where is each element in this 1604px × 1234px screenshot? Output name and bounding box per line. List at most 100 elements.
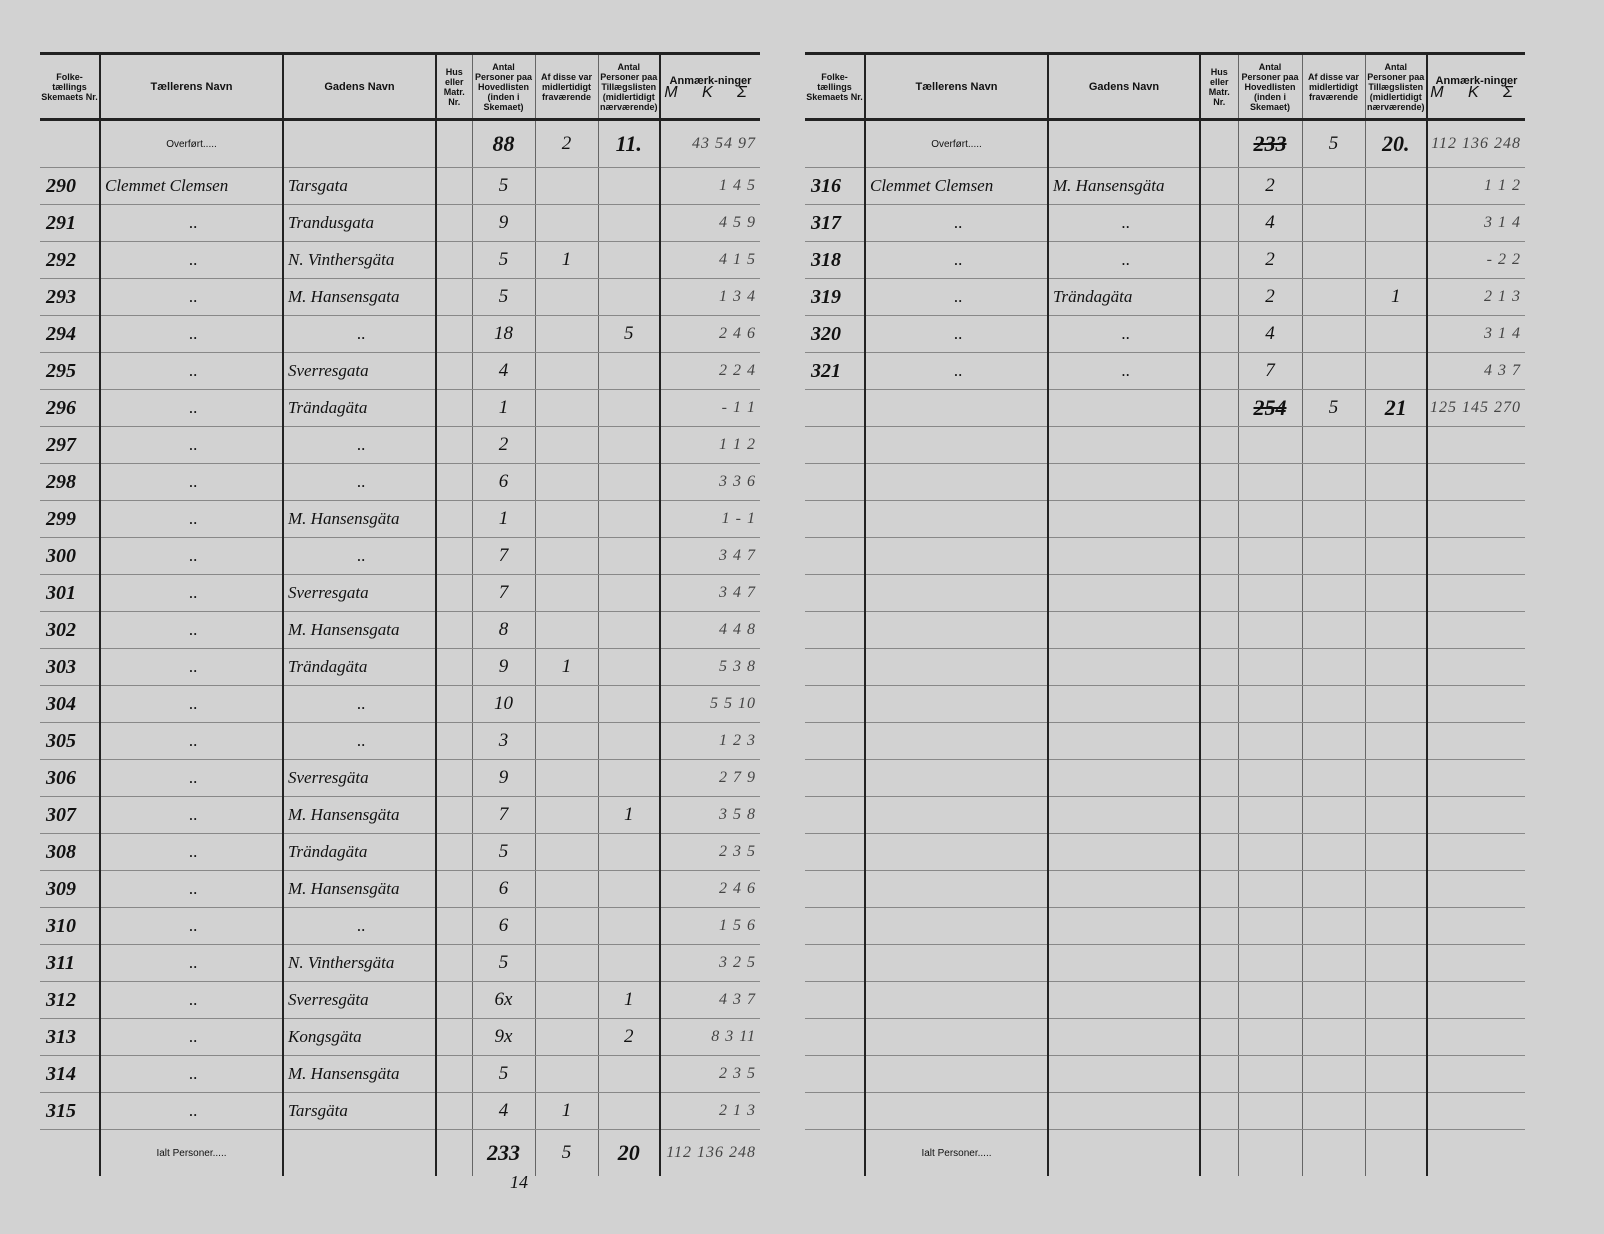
empty-cell xyxy=(1199,722,1238,760)
cell-supp xyxy=(597,500,660,538)
empty-cell xyxy=(1301,463,1365,501)
empty-cell xyxy=(864,870,1048,908)
cell-house xyxy=(435,389,472,427)
empty-cell xyxy=(805,870,865,908)
census-table-left: Folke-tællings Skemaets Nr. Tællerens Na… xyxy=(40,55,760,1176)
cell-supp xyxy=(1364,241,1427,279)
empty-cell xyxy=(1364,685,1427,723)
header-supp: Antal Personer paa Tillægslisten (midler… xyxy=(1364,55,1427,121)
cell-teller: .. xyxy=(99,1055,283,1093)
empty-cell xyxy=(1364,1055,1427,1093)
empty-cell xyxy=(1301,833,1365,871)
empty-cell xyxy=(1047,685,1200,723)
empty-row xyxy=(805,1018,1525,1056)
table-row: 297.... 2 1 1 2 xyxy=(40,426,760,464)
cell-teller: .. xyxy=(99,389,283,427)
empty-cell xyxy=(805,1018,865,1056)
subtotal-absent: 5 xyxy=(1301,389,1365,427)
empty-cell xyxy=(805,1092,865,1130)
cell-street: .. xyxy=(282,463,436,501)
cell-street: .. xyxy=(282,907,436,945)
empty-cell xyxy=(805,833,865,871)
cell-nr: 295 xyxy=(40,352,100,390)
table-row: 321.... 7 4 3 7 xyxy=(805,352,1525,390)
cell-street: Sverresgata xyxy=(282,352,436,390)
empty-cell xyxy=(1199,833,1238,871)
cell-street: .. xyxy=(282,315,436,353)
cell-persons: 4 xyxy=(471,352,535,390)
cell-supp xyxy=(1364,352,1427,390)
cell-supp xyxy=(597,167,660,205)
empty-cell xyxy=(1047,722,1200,760)
cell-teller: .. xyxy=(99,278,283,316)
empty-cell xyxy=(1301,759,1365,797)
empty-row xyxy=(805,796,1525,834)
cell-teller: .. xyxy=(99,796,283,834)
empty-cell xyxy=(1426,722,1525,760)
empty-cell xyxy=(805,907,865,945)
cell-teller: .. xyxy=(99,981,283,1019)
cell-supp xyxy=(597,463,660,501)
cell-supp xyxy=(1364,315,1427,353)
cell-absent xyxy=(534,685,598,723)
empty-cell xyxy=(1364,944,1427,982)
empty-cell xyxy=(1426,870,1525,908)
cell-house xyxy=(435,907,472,945)
cell-house xyxy=(435,278,472,316)
cell-street: Tarsgäta xyxy=(282,1092,436,1130)
empty-cell xyxy=(1199,611,1238,649)
empty-cell xyxy=(1426,944,1525,982)
table-row: 303.. Trändagäta 9 1 5 3 8 xyxy=(40,648,760,686)
cell-house xyxy=(435,537,472,575)
empty-cell xyxy=(805,648,865,686)
header-house: Hus eller Matr. Nr. xyxy=(435,55,472,121)
cell-nr: 316 xyxy=(805,167,865,205)
cell-nr: 307 xyxy=(40,796,100,834)
cell-supp xyxy=(597,574,660,612)
cell-street: .. xyxy=(1047,241,1200,279)
cell-nr: 297 xyxy=(40,426,100,464)
empty-cell xyxy=(1301,611,1365,649)
cell-street: Trändagäta xyxy=(282,648,436,686)
empty-cell xyxy=(1364,648,1427,686)
empty-row xyxy=(805,463,1525,501)
empty-cell xyxy=(1426,500,1525,538)
cell-supp: 5 xyxy=(597,315,660,353)
empty-cell xyxy=(805,537,865,575)
cell-mk: 2 4 6 xyxy=(659,870,760,908)
cell-house xyxy=(1199,315,1238,353)
cell-supp xyxy=(597,833,660,871)
cell-nr: 304 xyxy=(40,685,100,723)
top-rule xyxy=(805,52,1525,55)
cell-nr: 314 xyxy=(40,1055,100,1093)
cell-supp: 2 xyxy=(597,1018,660,1056)
empty-cell xyxy=(1301,500,1365,538)
empty-cell xyxy=(1426,648,1525,686)
empty-cell xyxy=(864,1092,1048,1130)
empty-cell xyxy=(1047,944,1200,982)
empty-cell xyxy=(864,1055,1048,1093)
cell-mk: 4 1 5 xyxy=(659,241,760,279)
carried-mk: 43 54 97 xyxy=(659,119,760,168)
cell-supp xyxy=(597,759,660,797)
empty-cell xyxy=(864,907,1048,945)
header-street: Gadens Navn xyxy=(1047,55,1200,121)
empty-cell xyxy=(1426,907,1525,945)
table-row: 318.... 2 - 2 2 xyxy=(805,241,1525,279)
cell-street: M. Hansensgäta xyxy=(1047,167,1200,205)
empty-cell xyxy=(1047,500,1200,538)
empty-cell xyxy=(1237,611,1302,649)
cell-absent xyxy=(534,204,598,242)
cell-street: M. Hansensgäta xyxy=(282,870,436,908)
cell-house xyxy=(435,426,472,464)
header-persons: Antal Personer paa Hovedlisten (inden i … xyxy=(471,55,535,121)
total-absent: 5 xyxy=(534,1129,598,1176)
empty-cell xyxy=(1426,426,1525,464)
cell-street: .. xyxy=(282,685,436,723)
cell-house xyxy=(435,500,472,538)
header-absent: Af disse var midlertidigt fraværende xyxy=(534,55,598,121)
cell-absent xyxy=(534,278,598,316)
empty-cell xyxy=(1237,574,1302,612)
empty-row xyxy=(805,574,1525,612)
cell-nr: 291 xyxy=(40,204,100,242)
